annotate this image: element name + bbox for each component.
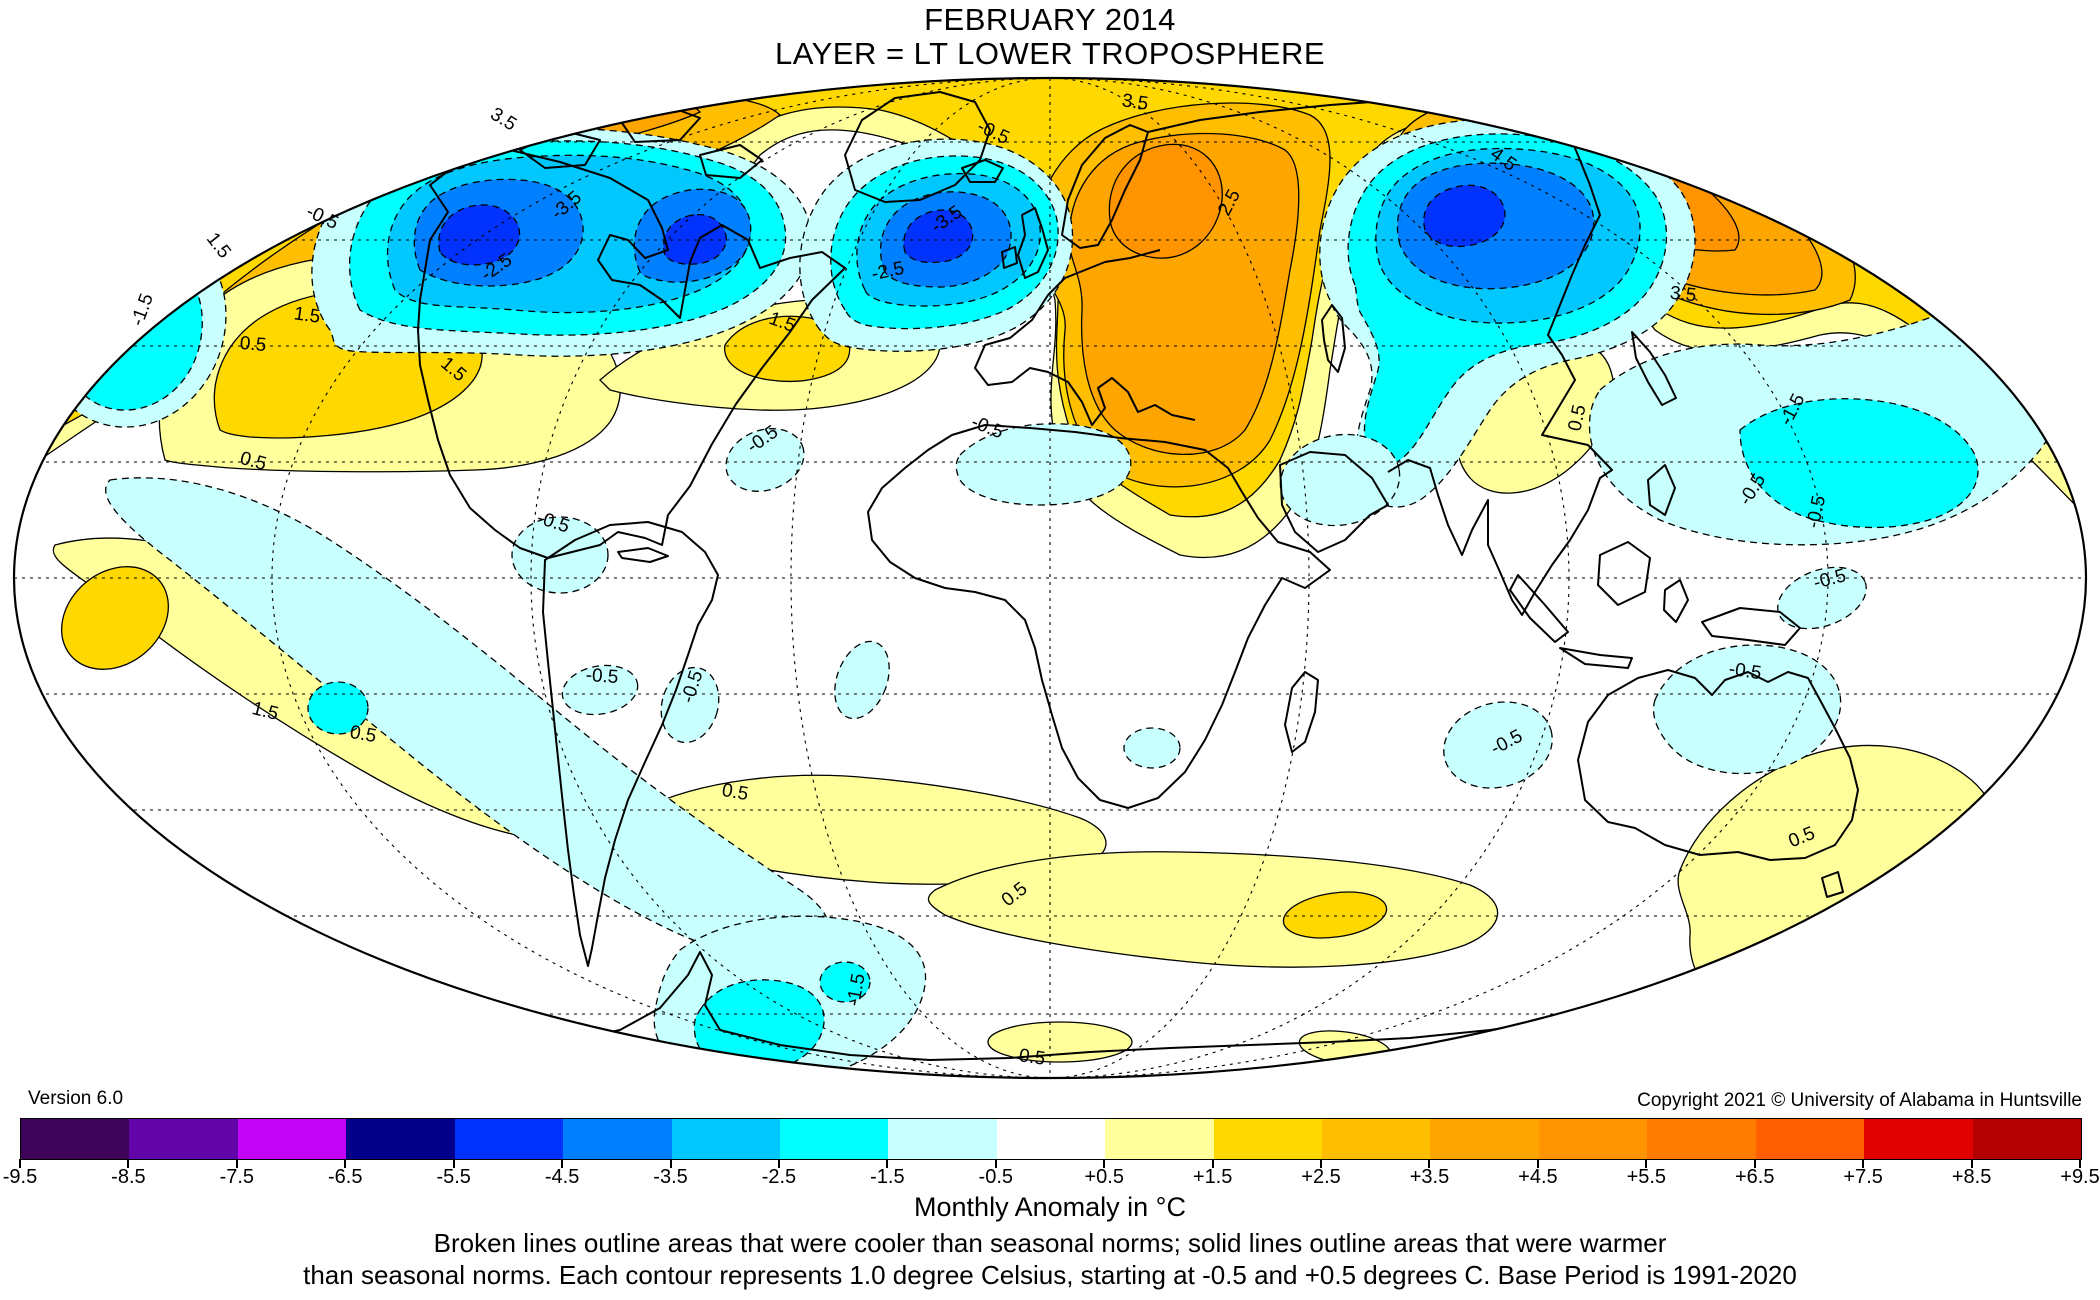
color-scale-cell	[454, 1119, 564, 1159]
scale-tick-label: +7.5	[1843, 1166, 1883, 1188]
map-title: FEBRUARY 2014	[924, 2, 1176, 37]
scale-tick	[1536, 1159, 1539, 1168]
color-scale-title: Monthly Anomaly in °C	[914, 1192, 1186, 1222]
scale-tick	[777, 1159, 780, 1168]
scale-tick-label: +3.5	[1409, 1166, 1450, 1188]
scale-tick-label: -2.5	[761, 1166, 797, 1188]
scale-tick-label: +5.5	[1626, 1166, 1667, 1188]
scale-tick-label: +0.5	[1084, 1166, 1124, 1188]
scale-tick-label: -8.5	[111, 1166, 146, 1188]
color-scale-cell	[1322, 1119, 1431, 1159]
scale-tick	[452, 1159, 455, 1168]
scale-tick-label: +8.5	[1951, 1166, 1992, 1188]
version-label: Version 6.0	[28, 1088, 124, 1109]
scale-tick	[886, 1159, 889, 1168]
color-scale-bar	[20, 1118, 2082, 1160]
scale-tick-label: +1.5	[1192, 1166, 1233, 1188]
scale-tick	[1320, 1159, 1323, 1168]
scale-tick-label: -3.5	[653, 1166, 688, 1188]
scale-tick	[1211, 1159, 1214, 1168]
scale-tick-label: -9.5	[2, 1166, 38, 1188]
scale-tick-label: +9.5	[2060, 1166, 2100, 1188]
scale-tick	[235, 1159, 238, 1168]
color-scale-cell	[1430, 1119, 1539, 1159]
color-scale-cell	[996, 1119, 1106, 1159]
color-scale-cell	[671, 1119, 780, 1159]
projection-boundary	[12, 76, 2088, 1080]
scale-tick	[1428, 1159, 1431, 1168]
scale-tick-label: -7.5	[219, 1166, 255, 1188]
scale-tick	[1862, 1159, 1865, 1168]
scale-tick-label: -1.5	[870, 1166, 905, 1188]
color-scale-cell	[1647, 1119, 1756, 1159]
scale-tick	[344, 1159, 347, 1168]
color-scale-cell	[237, 1119, 347, 1159]
color-scale-cell	[129, 1119, 238, 1159]
scale-tick-label: -6.5	[328, 1166, 363, 1188]
scale-tick	[127, 1159, 130, 1168]
color-scale-cell	[1538, 1119, 1648, 1159]
scale-tick	[19, 1159, 21, 1168]
footnote-line-2: than seasonal norms. Each contour repres…	[303, 1260, 1797, 1290]
color-scale-cell	[888, 1119, 997, 1159]
color-scale-cell	[1755, 1119, 1865, 1159]
copyright-label: Copyright 2021 © University of Alabama i…	[1637, 1090, 2082, 1111]
color-scale-cell	[1972, 1119, 2082, 1159]
scale-tick-label: +2.5	[1301, 1166, 1341, 1188]
scale-tick	[1645, 1159, 1648, 1168]
scale-tick	[994, 1159, 997, 1168]
scale-tick	[669, 1159, 672, 1168]
color-scale-tick-labels: -9.5 -8.5 -7.5 -6.5 -5.5 -4.5 -3.5 -2.5 -1.5 -0.5…	[3, 1166, 2100, 1190]
color-scale-cell	[563, 1119, 672, 1159]
color-scale-ticks	[19, 1159, 2081, 1169]
color-scale-cell	[1864, 1119, 1973, 1159]
map-subtitle: LAYER = LT LOWER TROPOSPHERE	[774, 36, 1326, 71]
footnote-line-1: Broken lines outline areas that were coo…	[433, 1228, 1667, 1258]
scale-tick-label: -5.5	[436, 1166, 471, 1188]
scale-tick	[561, 1159, 564, 1168]
scale-tick-label: +6.5	[1734, 1166, 1775, 1188]
scale-tick-label: -0.5	[978, 1166, 1014, 1188]
scale-tick	[1103, 1159, 1106, 1168]
scale-tick-label: -4.5	[544, 1166, 580, 1188]
color-scale-cell	[1105, 1119, 1214, 1159]
color-scale-cell	[1213, 1119, 1323, 1159]
color-scale-cell	[346, 1119, 455, 1159]
color-scale-cell	[779, 1119, 889, 1159]
scale-tick	[2079, 1159, 2081, 1168]
scale-tick	[1970, 1159, 1973, 1168]
scale-tick-label: +4.5	[1518, 1166, 1558, 1188]
color-scale-cell	[21, 1119, 130, 1159]
scale-tick	[1753, 1159, 1756, 1168]
